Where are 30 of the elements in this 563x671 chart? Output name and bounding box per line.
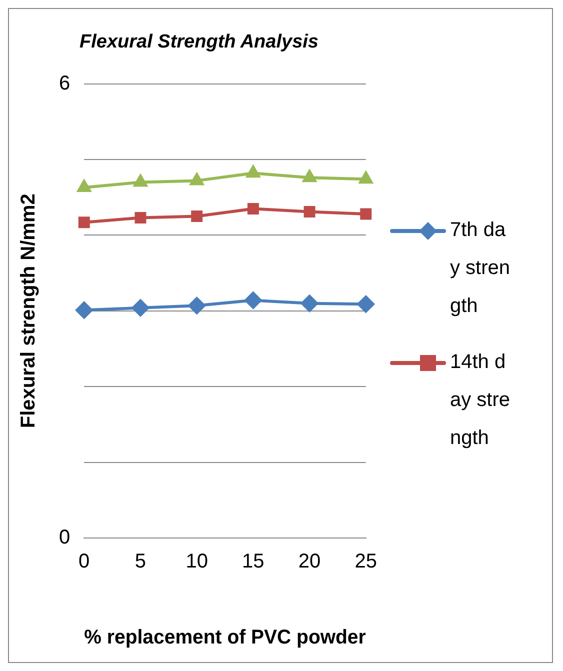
x-tick-label: 5 (134, 550, 146, 573)
point (360, 208, 372, 220)
point (304, 206, 316, 218)
point (134, 174, 148, 187)
point (359, 172, 373, 184)
point (357, 296, 374, 313)
point (244, 292, 262, 309)
point (132, 299, 149, 316)
x-tick-label: 10 (186, 550, 208, 573)
y-axis-title: Flexural strength N/mm2 (18, 194, 40, 428)
y-tick-label: 6 (59, 72, 70, 94)
point (190, 173, 204, 186)
x-tick-label: 0 (78, 550, 90, 573)
x-tick-label: 15 (242, 550, 264, 573)
x-axis-title: % replacement of PVC powder (84, 626, 366, 649)
x-tick-label: 20 (298, 550, 321, 573)
chart-title: Flexural Strength Analysis (80, 32, 318, 53)
point (188, 297, 206, 314)
point (191, 210, 203, 222)
point (78, 216, 90, 228)
legend-label: 14th day strength (450, 350, 512, 451)
point (301, 294, 318, 312)
legend-label: 7th day strength (450, 218, 512, 319)
point (134, 212, 146, 224)
point (77, 180, 91, 192)
x-tick-label: 25 (354, 550, 377, 573)
point (76, 302, 93, 319)
point (247, 202, 259, 214)
point (302, 170, 316, 182)
point (246, 166, 260, 178)
